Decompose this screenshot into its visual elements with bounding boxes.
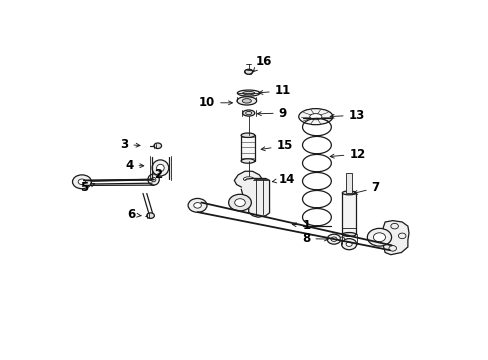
Circle shape [326, 234, 340, 244]
Circle shape [330, 237, 336, 242]
Text: 7: 7 [353, 181, 379, 194]
Ellipse shape [237, 97, 256, 105]
Text: 3: 3 [120, 138, 140, 151]
Text: 13: 13 [329, 109, 364, 122]
Polygon shape [383, 221, 408, 255]
Ellipse shape [244, 69, 252, 74]
Text: 10: 10 [199, 96, 232, 109]
Circle shape [373, 233, 385, 242]
Circle shape [341, 239, 356, 250]
Bar [241, 135, 254, 161]
Text: 9: 9 [257, 107, 286, 120]
Ellipse shape [242, 99, 251, 103]
Text: 11: 11 [259, 84, 290, 97]
Circle shape [234, 199, 245, 207]
Ellipse shape [156, 164, 164, 172]
Bar [346, 174, 351, 193]
Ellipse shape [147, 174, 159, 185]
Circle shape [72, 175, 91, 189]
Circle shape [346, 242, 351, 246]
Text: 8: 8 [302, 232, 327, 245]
Circle shape [193, 203, 201, 208]
Ellipse shape [242, 110, 254, 116]
Text: 12: 12 [329, 148, 365, 161]
Ellipse shape [342, 233, 355, 237]
Circle shape [366, 228, 391, 246]
Ellipse shape [298, 109, 332, 125]
Ellipse shape [241, 133, 254, 138]
Circle shape [146, 213, 154, 219]
Circle shape [78, 179, 85, 185]
Text: 5: 5 [81, 181, 95, 194]
Ellipse shape [241, 159, 254, 163]
Bar [342, 193, 355, 234]
Ellipse shape [309, 114, 321, 120]
Ellipse shape [151, 177, 156, 182]
Text: 14: 14 [272, 172, 294, 185]
Polygon shape [234, 171, 263, 187]
Circle shape [228, 194, 251, 211]
Text: 6: 6 [127, 208, 141, 221]
Ellipse shape [342, 191, 355, 195]
Ellipse shape [243, 177, 253, 181]
Text: 1: 1 [292, 219, 310, 232]
Circle shape [154, 143, 161, 149]
Text: 16: 16 [253, 55, 271, 72]
Text: 15: 15 [261, 139, 292, 152]
Ellipse shape [339, 237, 344, 242]
Text: 2: 2 [153, 168, 162, 181]
Polygon shape [241, 179, 269, 217]
Text: 4: 4 [125, 159, 143, 172]
Ellipse shape [242, 91, 254, 95]
Ellipse shape [152, 160, 168, 176]
Ellipse shape [237, 90, 260, 96]
Circle shape [188, 198, 206, 212]
